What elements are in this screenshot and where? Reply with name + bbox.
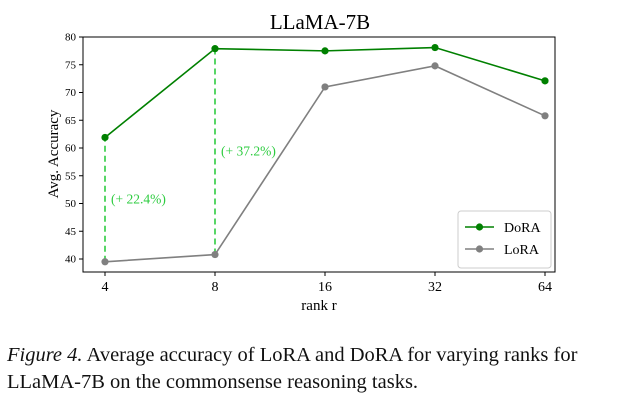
y-tick-label: 40 <box>65 254 77 266</box>
data-point-lora <box>321 83 329 91</box>
x-axis-label: rank r <box>301 298 336 314</box>
data-point-lora <box>431 62 439 70</box>
legend-label: LoRA <box>504 243 540 258</box>
x-tick-label: 16 <box>318 280 332 295</box>
x-tick-label: 8 <box>212 280 219 295</box>
caption-text: Average accuracy of LoRA and DoRA for va… <box>7 344 578 393</box>
legend-label: DoRA <box>504 221 541 236</box>
x-axis: 4 8 16 32 64 <box>102 272 552 295</box>
y-tick-label: 80 <box>65 32 77 44</box>
legend: DoRA LoRA <box>457 210 552 269</box>
y-tick-label: 65 <box>65 115 77 127</box>
y-axis: 40 45 50 55 60 65 70 75 80 <box>65 32 83 266</box>
data-point-lora <box>211 250 219 259</box>
chart-figure: LLaMA-7B 40 45 50 55 60 65 70 75 80 4 8 16 32 64 (+ … <box>46 10 556 314</box>
figure-caption: Figure 4. Average accuracy of LoRA and D… <box>7 342 637 396</box>
annotations: (+ 22.4%) (+ 37.2%) <box>104 48 276 262</box>
y-tick-label: 45 <box>65 226 77 238</box>
data-point-dora <box>321 47 329 55</box>
y-tick-label: 75 <box>65 59 77 71</box>
data-point-dora <box>101 133 109 142</box>
series-group <box>101 43 549 266</box>
y-axis-label: Avg. Accuracy <box>46 109 62 198</box>
series-line-dora <box>104 46 546 139</box>
data-point-lora <box>541 112 549 120</box>
annotation-label: (+ 37.2%) <box>221 144 276 159</box>
y-tick-label: 60 <box>65 143 77 155</box>
data-point-dora <box>211 45 219 53</box>
x-tick-label: 4 <box>102 280 109 295</box>
data-point-dora <box>431 43 439 52</box>
y-tick-label: 50 <box>65 198 77 210</box>
annotation-label: (+ 22.4%) <box>111 192 166 207</box>
caption-lead: Figure 4. <box>7 344 83 366</box>
x-tick-label: 32 <box>428 280 442 295</box>
x-tick-label: 64 <box>538 280 552 295</box>
legend-marker <box>475 223 484 231</box>
legend-box <box>457 210 552 269</box>
y-tick-label: 70 <box>65 87 77 99</box>
data-point-dora <box>541 77 549 85</box>
legend-marker <box>475 245 484 253</box>
y-tick-label: 55 <box>65 170 77 182</box>
chart-title: LLaMA-7B <box>270 10 370 34</box>
data-point-lora <box>101 258 109 266</box>
plot-frame <box>82 36 556 273</box>
